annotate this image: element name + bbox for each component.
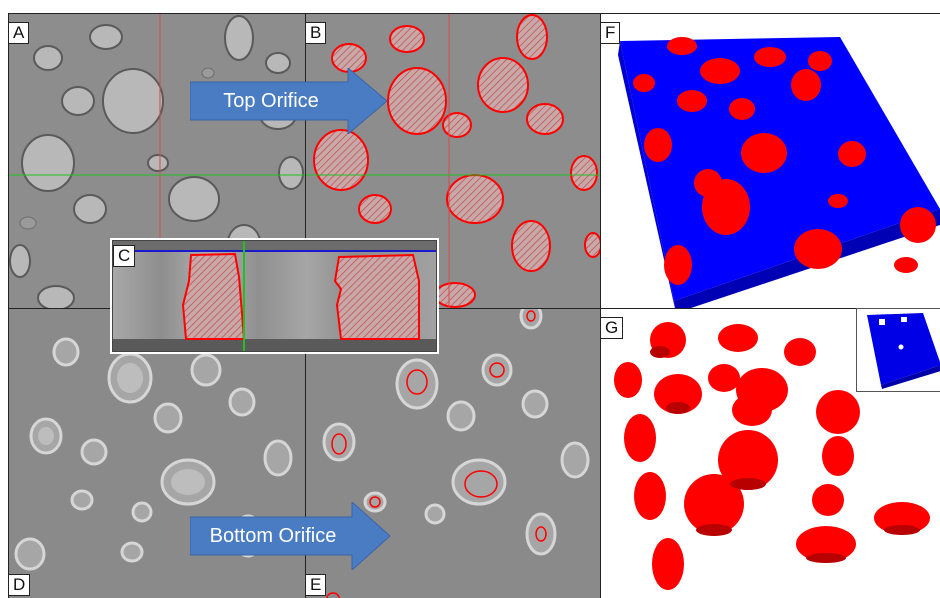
panel-label-b: B <box>305 22 327 44</box>
divider-vertical-2 <box>600 13 601 598</box>
volume-render-block <box>600 13 940 308</box>
bottom-orifice-label: Bottom Orifice <box>209 524 337 547</box>
cross-section-panel: C <box>112 240 437 352</box>
bottom-orifice-arrow-shape <box>190 502 390 570</box>
segmented-slice-top-image <box>305 13 600 308</box>
panel-label-c: C <box>113 245 136 267</box>
divider-middle-horizontal <box>8 308 940 309</box>
volume-thumbnail-image <box>857 309 940 391</box>
volume-thumbnail-inset <box>856 308 940 392</box>
top-orifice-arrow: Top Orifice <box>190 68 387 134</box>
panel-label-a: A <box>8 22 30 44</box>
panel-label-e: E <box>305 574 327 596</box>
ct-slice-bottom-image <box>8 308 305 598</box>
top-orifice-arrow-shape <box>190 68 387 134</box>
bottom-orifice-arrow: Bottom Orifice <box>190 502 390 570</box>
panel-label-f: F <box>600 22 621 44</box>
panel-label-g: G <box>600 317 624 339</box>
particles-render-panel: G <box>600 308 940 598</box>
divider-left <box>8 13 9 598</box>
volume-render-panel: F <box>600 13 940 308</box>
top-orifice-label: Top Orifice <box>223 89 319 112</box>
ct-slice-bottom-panel: D <box>8 308 305 598</box>
segmented-slice-top-panel: B <box>305 13 600 308</box>
divider-top <box>8 13 940 14</box>
panel-label-d: D <box>8 574 31 596</box>
cross-section-image <box>113 241 436 351</box>
